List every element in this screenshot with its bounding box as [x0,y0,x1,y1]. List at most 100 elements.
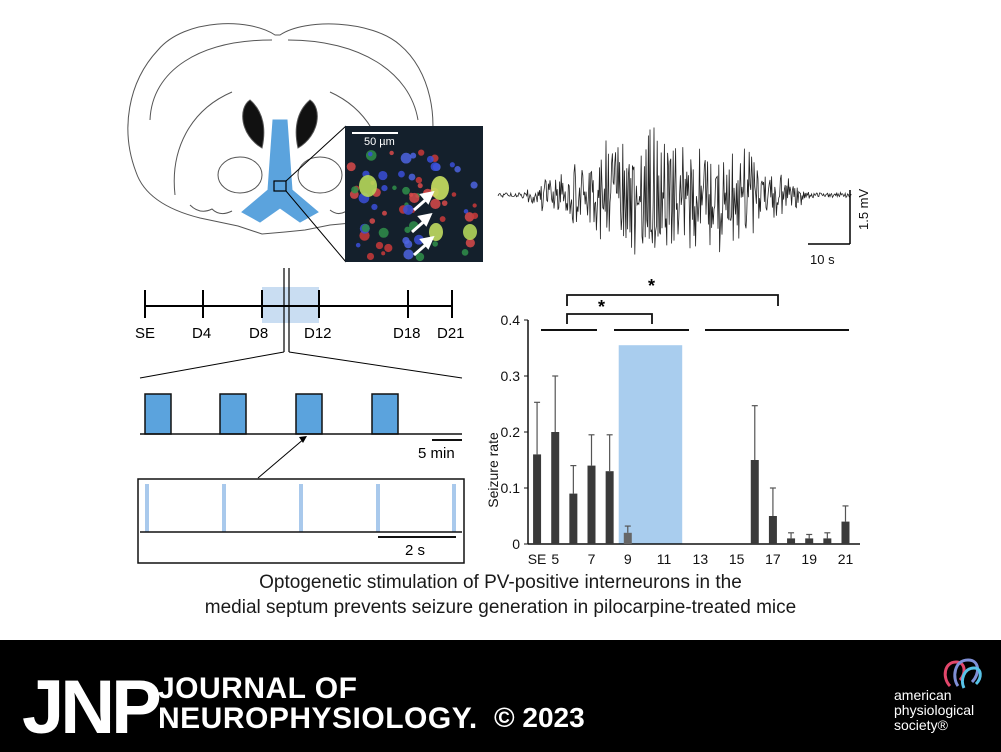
significance-mark: * [598,297,605,317]
society-name: american physiological society® [894,688,974,733]
stimulation-window [618,345,683,544]
caption-line: medial septum prevents seizure generatio… [204,597,797,618]
cell-dot [463,209,469,214]
cell-dot [461,249,469,256]
journal-name-line: JOURNAL OF [158,672,358,705]
pulse-box [137,478,465,564]
cell-dot [454,166,461,173]
cell-dot [464,212,475,222]
seizure-rate-chart: 0 0.1 0.2 0.3 0.4 SE 5 7 9 11 13 15 17 19 21 Seizure … [485,276,860,567]
timeline-panel: SE D4 D8 D12 D18 D21 5 min [135,268,465,564]
cell-dot [410,152,417,159]
bar [787,538,796,544]
bar [841,521,850,544]
y-tick-label: 0.1 [501,480,521,496]
figure-caption: Optogenetic stimulation of PV-positive i… [0,570,1001,620]
cell-dot [381,184,388,192]
cell-dot [426,155,434,163]
light-pulses [145,484,456,532]
cell-dot [430,198,441,210]
ventricle-right [295,99,318,149]
cell-dot [400,152,412,164]
bar [623,532,632,544]
cell-dot [403,249,414,260]
cell-dot [346,162,356,172]
zoom-line-right [288,351,463,379]
journal-abbrev: JNP [22,665,162,750]
cell-dot [404,240,413,249]
cell-dot [439,216,446,222]
cell-dot [402,186,410,195]
caption-line: Optogenetic stimulation of PV-positive i… [259,572,742,593]
cell-dot [404,226,411,233]
x-tick-label: 19 [801,551,817,567]
bar [605,471,614,544]
pv-cell [431,176,449,200]
cell-dot [449,162,455,168]
amplitude-scale-label: 1.5 mV [856,188,871,230]
zoom-line-bottom [285,190,347,263]
society-line: physiological [894,702,975,718]
journal-name-line: NEUROPHYSIOLOGY. [158,702,478,735]
cell-dot [381,251,386,256]
figure-canvas: 50 µm 1.5 mV 10 s SE D4 D8 D12 D18 D21 [127,23,871,567]
cell-dot [451,192,457,197]
cell-dot [351,186,359,194]
zoom-line-left [139,351,285,379]
timeline-label: D8 [249,325,268,342]
cell-dot [413,234,424,245]
bar [823,538,832,544]
session-blocks [144,393,399,435]
hemisphere-arc-left [173,91,233,196]
bar [750,460,759,544]
timeline-label: D21 [437,325,465,342]
cell-dot [375,241,384,250]
y-axis-label: Seizure rate [485,432,501,508]
cell-dot [367,151,373,157]
pv-cell [359,175,377,197]
x-tick-label: 5 [551,551,559,567]
y-tick-label: 0.4 [501,312,521,328]
cell-dot [369,218,376,224]
cell-dot [418,149,425,156]
x-tick-label: SE [528,551,547,567]
ventricle-left [242,99,265,149]
cell-dot [392,185,397,191]
cortex-inner-line [149,39,419,121]
time-scale-label: 10 s [810,252,835,267]
striatum-left [217,156,263,194]
x-tick-label: 7 [588,551,596,567]
cell-dot [472,203,477,208]
journal-name: JOURNAL OF NEUROPHYSIOLOGY. [158,674,478,734]
journal-footer: JNP JOURNAL OF NEUROPHYSIOLOGY. © 2023 a… [0,640,1001,752]
bar [768,516,777,544]
bars [533,375,850,544]
bar [587,465,596,544]
zoom-region-box [273,180,287,192]
cell-dot [382,210,387,216]
arrow-icon [411,190,435,257]
figure: 50 µm 1.5 mV 10 s SE D4 D8 D12 D18 D21 [127,23,871,567]
y-axis: 0 0.1 0.2 0.3 0.4 [501,312,529,552]
society-line: american [894,687,952,703]
cell-dot [371,203,378,211]
septum [241,119,319,223]
x-axis: SE 5 7 9 11 13 15 17 19 21 [528,543,860,567]
session-scale-label: 5 min [418,445,455,462]
bar [551,432,560,544]
cell-dot [470,181,478,189]
timeline-ticks [144,290,453,318]
x-tick-label: 17 [765,551,781,567]
cell-dot [432,241,438,247]
x-tick-label: 15 [729,551,745,567]
striatum-right [297,156,343,194]
cell-dot [355,242,361,248]
significance-mark: * [648,276,655,296]
cell-dot [465,238,475,248]
zoom-line-top [285,125,347,182]
bar [805,538,814,544]
cell-dots [346,149,479,262]
y-tick-label: 0.2 [501,424,521,440]
y-tick-label: 0 [512,536,520,552]
bar [569,493,578,544]
